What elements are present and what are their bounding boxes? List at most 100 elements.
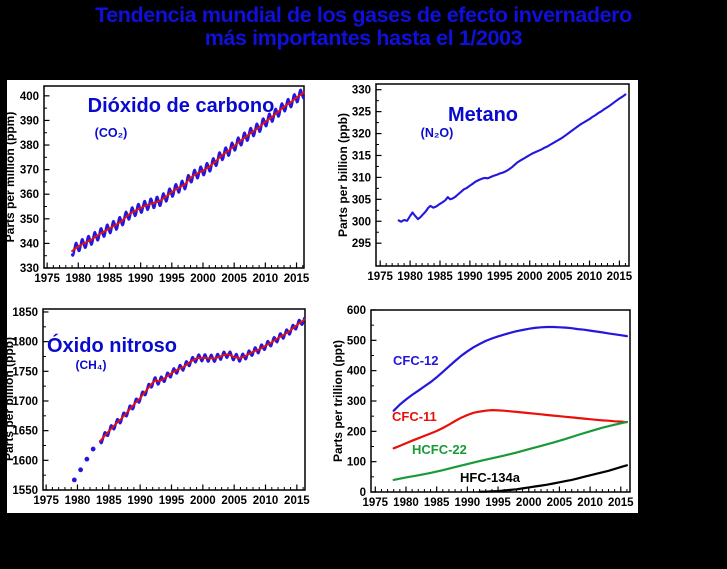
halocarbons-xtick-label: 1980 <box>393 497 419 509</box>
figure-title-line2: más importantes hasta el 1/2003 <box>204 26 523 50</box>
halocarbons-series-cfc-11 <box>392 409 629 450</box>
co2-chart: 1975 1980 1985 1990 1995 2000 2005 2010 2015 330 3… <box>3 85 310 285</box>
halocarbons-ytick-label: 600 <box>347 305 366 317</box>
halocarbons-chart: 1975 1980 1985 1990 1995 2000 2005 2010 2015 0 100… <box>331 305 634 509</box>
metano-xtick-label: 2015 <box>607 271 633 283</box>
halocarbons-series-label-cfc-11: CFC-11 <box>392 409 437 424</box>
co2-ytick-label: 340 <box>20 238 39 250</box>
co2-y-axis-label: Parts per million (ppm) <box>3 112 17 243</box>
oxido-nitroso-plot-frame <box>42 308 306 491</box>
co2-ytick-label: 350 <box>20 214 39 226</box>
halocarbons-xtick-label: 1985 <box>424 497 450 509</box>
halocarbons-ytick-label: 200 <box>347 426 366 438</box>
metano-chart: 1975 1980 1985 1990 1995 2000 2005 2010 2015 295 3… <box>336 83 633 283</box>
oxido-nitroso-ytick-label: 1800 <box>12 337 38 349</box>
halocarbons-xtick-label: 1995 <box>485 497 511 509</box>
halocarbons-xtick-label: 2010 <box>577 497 603 509</box>
co2-series-co2-trend <box>71 91 305 252</box>
co2-xtick-label: 2010 <box>253 273 279 285</box>
oxido-nitroso-xtick-label: 1975 <box>33 495 59 507</box>
co2-axis-ticks: 1975 1980 1985 1990 1995 2000 2005 2010 2015 330 3… <box>20 91 310 285</box>
co2-xtick-label: 1985 <box>97 273 123 285</box>
metano-ytick-label: 300 <box>352 216 371 228</box>
oxido-nitroso-chart-formula: (CH₄) <box>75 358 106 372</box>
metano-y-axis-label: Parts per billion (ppb) <box>336 113 350 237</box>
co2-xtick-label: 2005 <box>221 273 247 285</box>
metano-series-n2o <box>397 93 627 223</box>
halocarbons-series-label-hfc-134a: HFC-134a <box>460 470 521 485</box>
co2-ytick-label: 390 <box>20 115 39 127</box>
oxido-nitroso-xtick-label: 1980 <box>65 495 91 507</box>
halocarbons-series-label-hcfc-22: HCFC-22 <box>412 442 467 457</box>
metano-ytick-label: 330 <box>352 85 371 97</box>
oxido-nitroso-xtick-label: 1990 <box>127 495 153 507</box>
halocarbons-series-cfc-12 <box>392 325 629 412</box>
oxido-nitroso-xtick-label: 2010 <box>253 495 279 507</box>
co2-ytick-label: 360 <box>20 189 39 201</box>
oxido-nitroso-ytick-label: 1850 <box>12 307 38 319</box>
metano-chart-title: Metano <box>448 104 518 126</box>
figure-title-line1: Tendencia mundial de los gases de efecto… <box>95 3 632 27</box>
co2-ytick-label: 400 <box>20 91 39 103</box>
co2-xtick-label: 1990 <box>128 273 154 285</box>
co2-xtick-label: 1995 <box>159 273 185 285</box>
metano-ytick-label: 315 <box>352 150 372 162</box>
co2-chart-formula: (CO₂) <box>95 126 128 140</box>
metano-xtick-label: 1990 <box>457 271 483 283</box>
figure-title: Tendencia mundial de los gases de efecto… <box>0 4 727 50</box>
halocarbons-xtick-label: 2005 <box>547 497 573 509</box>
metano-chart-formula: (N₂O) <box>421 126 454 140</box>
metano-xtick-label: 1995 <box>487 271 513 283</box>
oxido-nitroso-ytick-label: 1750 <box>12 366 38 378</box>
halocarbons-plot-frame <box>370 309 631 493</box>
halocarbons-y-axis-label: Parts per trillion (ppt) <box>331 340 345 462</box>
oxido-nitroso-series-dots <box>71 446 96 483</box>
metano-xtick-label: 2005 <box>547 271 573 283</box>
co2-xtick-label: 1980 <box>65 273 91 285</box>
oxido-nitroso-series-ch4-monthly <box>98 316 306 445</box>
oxido-nitroso-xtick-label: 2015 <box>284 495 310 507</box>
halocarbons-series-hcfc-22 <box>392 420 629 481</box>
metano-xtick-label: 2010 <box>577 271 603 283</box>
metano-plot-frame <box>375 83 630 267</box>
halocarbons-xtick-label: 1990 <box>455 497 481 509</box>
co2-chart-title: Dióxido de carbono <box>88 95 275 117</box>
oxido-nitroso-chart: 1975 1980 1985 1990 1995 2000 2005 2010 2015 1550… <box>2 307 310 507</box>
co2-ytick-label: 380 <box>20 140 39 152</box>
co2-series-co2-monthly <box>70 88 305 257</box>
oxido-nitroso-ytick-label: 1700 <box>12 396 38 408</box>
oxido-nitroso-y-axis-label: Parts per billion (ppb) <box>2 337 16 461</box>
halocarbons-series-hfc-134a <box>478 464 629 493</box>
oxido-nitroso-xtick-label: 2005 <box>221 495 247 507</box>
oxido-nitroso-xtick-label: 1995 <box>159 495 185 507</box>
co2-ytick-label: 370 <box>20 165 39 177</box>
metano-xtick-label: 1985 <box>427 271 453 283</box>
oxido-nitroso-xtick-label: 2000 <box>190 495 216 507</box>
oxido-nitroso-axis-ticks: 1975 1980 1985 1990 1995 2000 2005 2010 2015 1550… <box>12 307 310 507</box>
halocarbons-xtick-label: 2015 <box>608 497 634 509</box>
metano-xtick-label: 1975 <box>367 271 393 283</box>
metano-ytick-label: 295 <box>352 238 372 250</box>
co2-plot-frame <box>43 85 305 269</box>
oxido-nitroso-ytick-label: 1650 <box>12 426 38 438</box>
metano-axis-ticks: 1975 1980 1985 1990 1995 2000 2005 2010 2015 295 3… <box>352 85 633 283</box>
co2-xtick-label: 1975 <box>34 273 60 285</box>
metano-xtick-label: 2000 <box>517 271 543 283</box>
metano-ytick-label: 310 <box>352 172 371 184</box>
metano-xtick-label: 1980 <box>397 271 423 283</box>
oxido-nitroso-series-ch4-trend <box>99 318 306 443</box>
halocarbons-ytick-label: 300 <box>347 396 366 408</box>
oxido-nitroso-xtick-label: 1985 <box>96 495 122 507</box>
halocarbons-axis-ticks: 1975 1980 1985 1990 1995 2000 2005 2010 2015 0 100… <box>347 305 634 509</box>
halocarbons-xtick-label: 1975 <box>362 497 388 509</box>
co2-ytick-label: 330 <box>20 263 39 275</box>
halocarbons-ytick-label: 400 <box>347 366 366 378</box>
metano-ytick-label: 320 <box>352 129 371 141</box>
halocarbons-series-label-cfc-12: CFC-12 <box>393 353 439 368</box>
halocarbons-ytick-label: 100 <box>347 457 366 469</box>
oxido-nitroso-chart-title: Óxido nitroso <box>47 333 177 357</box>
halocarbons-xtick-label: 2000 <box>516 497 542 509</box>
halocarbons-ytick-label: 0 <box>360 487 366 499</box>
